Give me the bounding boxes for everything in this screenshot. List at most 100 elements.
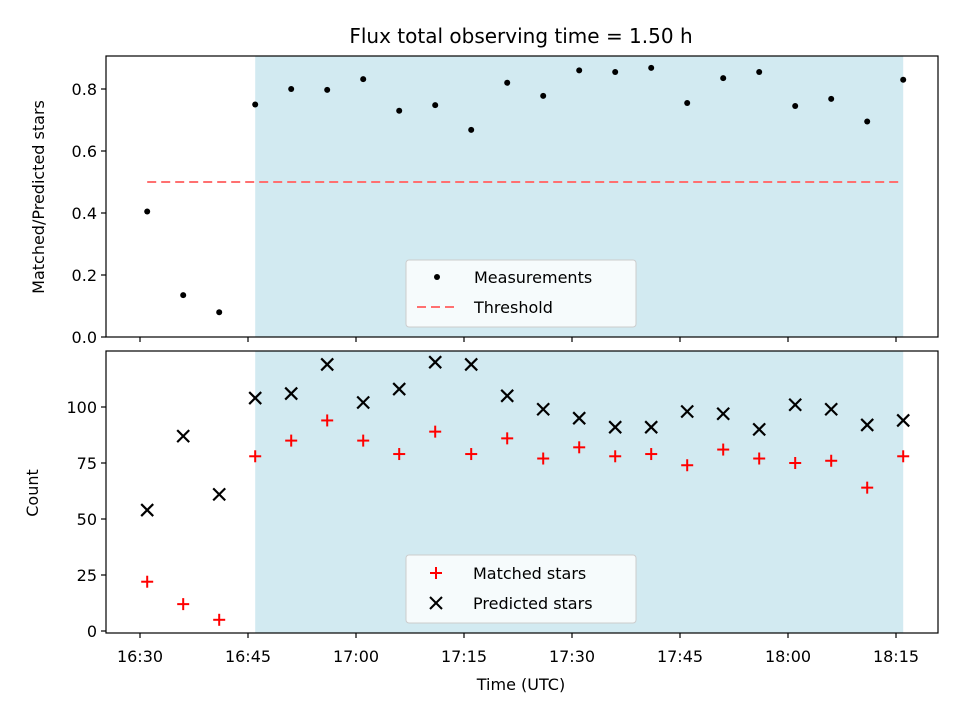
measurement-point <box>756 68 763 75</box>
measurement-point <box>828 95 835 102</box>
predicted-star-point <box>860 418 874 432</box>
bottom-y-tick-label: 0 <box>87 622 97 641</box>
measurement-point <box>792 103 799 110</box>
matched-star-point <box>285 434 298 447</box>
matched-star-point <box>393 448 406 461</box>
top-legend: Measurements Threshold <box>405 259 637 328</box>
bottom-x-tick-label: 16:30 <box>117 647 163 666</box>
measurement-point <box>180 292 187 299</box>
legend-measurements-label: Measurements <box>474 268 592 287</box>
predicted-star-point <box>248 391 262 405</box>
bottom-y-ticks: 0 25 50 75 100 <box>66 398 106 641</box>
bottom-y-tick-label: 25 <box>77 566 97 585</box>
measurement-point <box>540 92 547 99</box>
matched-star-point <box>465 448 478 461</box>
legend-predicted-label: Predicted stars <box>473 594 593 613</box>
measurement-point <box>432 102 439 109</box>
legend-matched-label: Matched stars <box>473 564 586 583</box>
predicted-star-point <box>680 404 694 419</box>
bottom-legend-box <box>405 554 637 624</box>
predicted-star-point <box>896 413 910 428</box>
matched-star-point <box>825 454 838 467</box>
legend-threshold-label: Threshold <box>473 298 553 317</box>
legend-x-marker <box>429 596 443 610</box>
predicted-star-point <box>644 420 658 434</box>
matched-star-point <box>249 450 262 463</box>
predicted-star-point <box>824 402 838 417</box>
measurement-point <box>684 99 691 106</box>
predicted-star-point <box>752 422 766 437</box>
matched-star-point <box>537 452 550 465</box>
measurement-points <box>144 64 907 316</box>
matched-star-point <box>609 450 622 463</box>
bottom-legend: Matched stars Predicted stars <box>405 554 637 624</box>
predicted-star-point <box>320 357 334 372</box>
bottom-x-tick-label: 18:00 <box>765 647 811 666</box>
bottom-y-tick-label: 50 <box>77 510 97 529</box>
matched-star-point <box>861 481 874 494</box>
predicted-star-point <box>500 389 514 403</box>
matched-star-point <box>753 452 766 465</box>
predicted-star-point <box>176 429 190 443</box>
bottom-plot-frame <box>105 350 939 634</box>
matched-star-point <box>141 575 154 588</box>
top-y-tick-label: 0.0 <box>72 328 97 347</box>
matched-star-point <box>897 450 910 463</box>
bottom-y-axis-label: Count <box>23 469 42 517</box>
top-y-tick-label: 0.2 <box>72 266 97 285</box>
predicted-star-point <box>716 406 730 421</box>
predicted-star-point <box>536 402 550 417</box>
count-points <box>140 355 910 626</box>
predicted-star-point <box>392 382 406 396</box>
measurement-point <box>324 86 331 93</box>
measurement-point <box>648 64 655 71</box>
legend-dot-marker <box>434 274 440 280</box>
matched-star-point <box>717 443 730 456</box>
measurement-point <box>252 101 259 108</box>
matched-star-point <box>213 613 226 626</box>
top-y-ticks: 0.0 0.2 0.4 0.6 0.8 <box>72 80 106 347</box>
measurement-point <box>504 79 511 86</box>
top-y-tick-label: 0.6 <box>72 142 97 161</box>
top-y-tick-label: 0.8 <box>72 80 97 99</box>
measurement-point <box>144 208 151 215</box>
x-axis-label: Time (UTC) <box>476 675 565 694</box>
bottom-x-ticks: 16:30 16:45 17:00 17:15 17:30 17:45 18:00 18:15 <box>117 633 919 666</box>
bottom-y-tick-label: 75 <box>77 454 97 473</box>
matched-star-point <box>645 448 658 461</box>
predicted-star-point <box>212 487 226 502</box>
predicted-star-point <box>428 355 442 369</box>
top-panel: 0.00.20.40.60.8 Matched/Predicted stars … <box>29 55 939 347</box>
matched-star-point <box>501 432 514 445</box>
top-y-tick-label: 0.4 <box>72 204 97 223</box>
predicted-star-point <box>572 411 586 425</box>
matched-star-point <box>681 459 694 472</box>
measurement-point <box>360 76 367 83</box>
predicted-star-point <box>284 386 298 401</box>
bottom-panel: 0 25 50 75 100 16:30 16:45 17:00 17:15 17:30 17:4… <box>23 350 939 694</box>
measurement-point <box>396 107 403 114</box>
measurement-point <box>864 118 871 125</box>
matched-star-point <box>177 598 190 611</box>
bottom-y-tick-label: 100 <box>66 398 97 417</box>
measurement-point <box>612 68 619 75</box>
matched-star-point <box>357 434 370 447</box>
measurement-point <box>468 126 475 133</box>
measurement-point <box>288 86 295 92</box>
chart-title: Flux total observing time = 1.50 h <box>349 24 692 48</box>
predicted-star-point <box>608 420 622 434</box>
bottom-x-tick-label: 17:45 <box>657 647 703 666</box>
predicted-star-point <box>788 397 802 412</box>
measurement-point <box>576 67 583 74</box>
matched-star-point <box>321 414 334 427</box>
top-legend-box <box>405 259 637 328</box>
predicted-star-point <box>356 395 370 410</box>
top-x-ticks <box>139 337 897 342</box>
matched-star-point <box>573 441 586 454</box>
bottom-x-tick-label: 16:45 <box>225 647 271 666</box>
bottom-x-tick-label: 17:00 <box>333 647 379 666</box>
measurement-point <box>720 75 727 82</box>
matched-star-point <box>429 425 442 438</box>
measurement-point <box>900 76 907 83</box>
